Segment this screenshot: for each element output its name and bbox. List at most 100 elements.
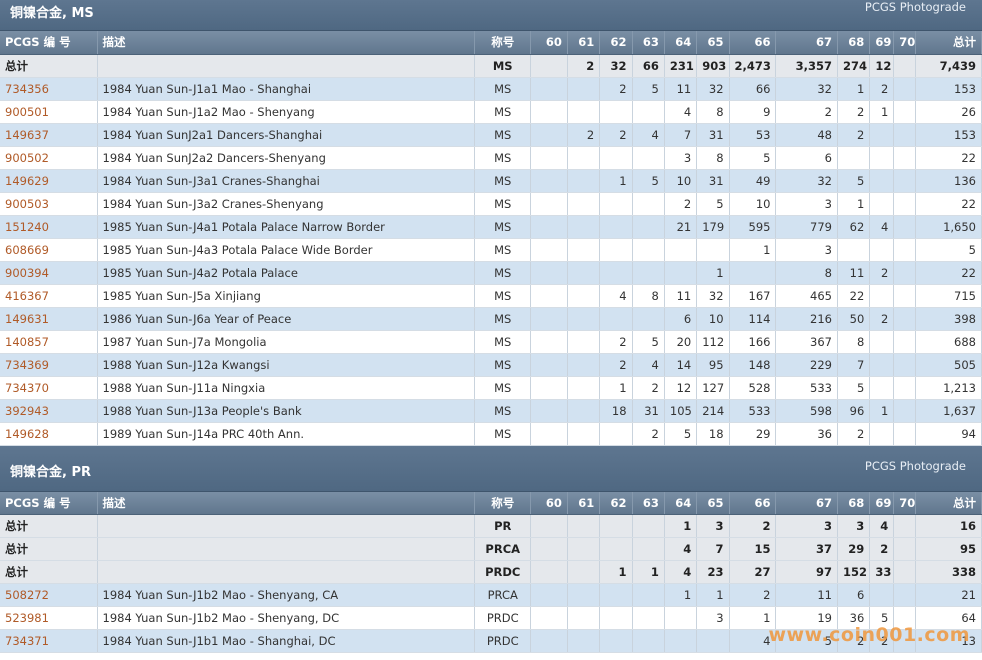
col-grade-61[interactable]: 61 — [567, 31, 601, 55]
coin-description: 1984 Yuan SunJ2a1 Dancers-Shanghai — [97, 123, 476, 147]
pcgs-number-link[interactable]: 140857 — [5, 334, 49, 349]
pcgs-number-link[interactable]: 392943 — [5, 403, 49, 418]
col-designation[interactable]: 称号 — [474, 491, 532, 515]
grade-count-63: 5 — [632, 77, 665, 101]
total-grade-65: 3 — [696, 514, 730, 538]
total-designation: PR — [474, 514, 532, 538]
pcgs-number-link[interactable]: 734371 — [5, 634, 49, 648]
pcgs-number-link[interactable]: 149629 — [5, 173, 49, 188]
grade-count-68: 1 — [837, 192, 871, 216]
grade-count-62: 18 — [599, 399, 633, 423]
grade-count-65 — [696, 629, 730, 653]
col-description[interactable]: 描述 — [97, 31, 476, 55]
coin-designation: MS — [474, 261, 532, 285]
total-grade-61: 2 — [567, 54, 601, 78]
section-header: 铜镍合金, MS PCGS Photograde — [0, 0, 982, 31]
col-grade-66[interactable]: 66 — [729, 491, 777, 515]
col-grade-60[interactable]: 60 — [530, 491, 568, 515]
coin-designation: MS — [474, 77, 532, 101]
total-grade-61 — [567, 560, 601, 584]
pcgs-number-link[interactable]: 416367 — [5, 288, 49, 303]
col-pcgs-number[interactable]: PCGS 编 号 — [0, 31, 98, 55]
total-grade-62 — [599, 537, 633, 561]
col-designation[interactable]: 称号 — [474, 31, 532, 55]
pcgs-number-link[interactable]: 523981 — [5, 611, 49, 625]
grade-count-61 — [567, 330, 601, 354]
grade-count-66: 167 — [729, 284, 777, 308]
coin-designation: MS — [474, 215, 532, 239]
grade-count-60 — [530, 238, 568, 262]
total-grade-66: 27 — [729, 560, 777, 584]
col-grade-67[interactable]: 67 — [775, 31, 838, 55]
pcgs-number-link[interactable]: 149628 — [5, 426, 49, 441]
total-designation: PRDC — [474, 560, 532, 584]
total-grade-67: 97 — [775, 560, 838, 584]
grade-count-70 — [893, 422, 917, 446]
col-grade-62[interactable]: 62 — [599, 491, 633, 515]
total-grade-66: 15 — [729, 537, 777, 561]
pcgs-number-link[interactable]: 900502 — [5, 150, 49, 165]
total-grade-68: 3 — [837, 514, 871, 538]
col-grade-63[interactable]: 63 — [632, 491, 665, 515]
col-grade-68[interactable]: 68 — [837, 491, 871, 515]
pcgs-number-link[interactable]: 508272 — [5, 588, 49, 602]
pcgs-number-link[interactable]: 734369 — [5, 357, 49, 372]
col-grade-62[interactable]: 62 — [599, 31, 633, 55]
grade-count-65: 31 — [696, 169, 730, 193]
col-grade-69[interactable]: 69 — [869, 31, 895, 55]
col-total[interactable]: 总计 — [915, 491, 982, 515]
grade-count-61 — [567, 100, 601, 124]
grade-count-69 — [869, 583, 895, 607]
grade-count-68: 1 — [837, 77, 871, 101]
col-grade-64[interactable]: 64 — [664, 491, 698, 515]
col-description[interactable]: 描述 — [97, 491, 476, 515]
grade-count-66: 9 — [729, 100, 777, 124]
grade-count-63 — [632, 192, 665, 216]
grade-count-65: 95 — [696, 353, 730, 377]
col-grade-61[interactable]: 61 — [567, 491, 601, 515]
col-grade-69[interactable]: 69 — [869, 491, 895, 515]
grade-count-62 — [599, 307, 633, 331]
pcgs-number-link[interactable]: 900503 — [5, 196, 49, 211]
col-grade-63[interactable]: 63 — [632, 31, 665, 55]
coin-designation: MS — [474, 238, 532, 262]
pcgs-number-link[interactable]: 149631 — [5, 311, 49, 326]
coin-description: 1987 Yuan Sun-J7a Mongolia — [97, 330, 476, 354]
col-grade-66[interactable]: 66 — [729, 31, 777, 55]
grade-count-70 — [893, 100, 917, 124]
grade-count-66: 533 — [729, 399, 777, 423]
col-grade-70[interactable]: 70 — [893, 491, 917, 515]
row-total: 715 — [915, 284, 982, 308]
col-grade-64[interactable]: 64 — [664, 31, 698, 55]
pcgs-number-link[interactable]: 149637 — [5, 127, 49, 142]
grade-count-70 — [893, 123, 917, 147]
pcgs-number-link[interactable]: 900394 — [5, 265, 49, 280]
grade-count-61 — [567, 261, 601, 285]
photograde-link[interactable]: PCGS Photograde — [864, 0, 966, 14]
row-total: 5 — [915, 238, 982, 262]
coin-designation: PRDC — [474, 629, 532, 653]
pcgs-number-link[interactable]: 900501 — [5, 104, 49, 119]
col-grade-68[interactable]: 68 — [837, 31, 871, 55]
col-grade-65[interactable]: 65 — [696, 491, 730, 515]
row-total: 22 — [915, 261, 982, 285]
row-total: 136 — [915, 169, 982, 193]
pcgs-number-link[interactable]: 734370 — [5, 380, 49, 395]
col-pcgs-number[interactable]: PCGS 编 号 — [0, 491, 98, 515]
grade-count-66: 1 — [729, 606, 777, 630]
photograde-link[interactable]: PCGS Photograde — [864, 458, 966, 473]
pcgs-number-link[interactable]: 151240 — [5, 219, 49, 234]
grade-count-69 — [869, 123, 895, 147]
col-total[interactable]: 总计 — [915, 31, 982, 55]
total-grade-70 — [893, 560, 917, 584]
col-grade-70[interactable]: 70 — [893, 31, 917, 55]
grade-count-60 — [530, 261, 568, 285]
col-grade-65[interactable]: 65 — [696, 31, 730, 55]
pcgs-number-link[interactable]: 608669 — [5, 242, 49, 257]
col-grade-60[interactable]: 60 — [530, 31, 568, 55]
col-grade-67[interactable]: 67 — [775, 491, 838, 515]
pcgs-number-link[interactable]: 734356 — [5, 81, 49, 96]
grade-count-64: 21 — [664, 215, 698, 239]
grade-count-60 — [530, 330, 568, 354]
